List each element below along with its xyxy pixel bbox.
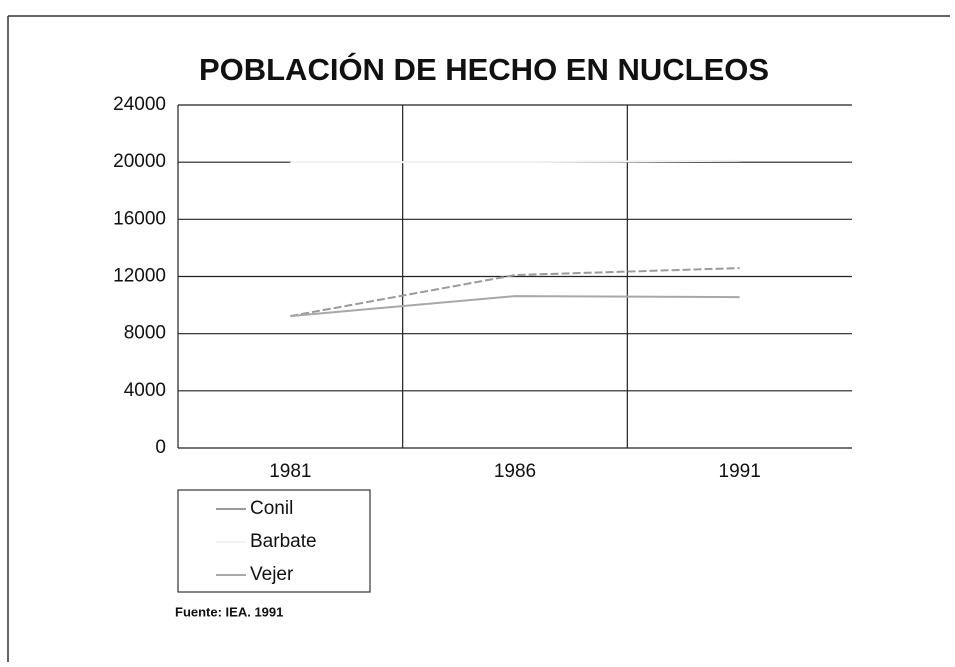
source: Fuente: IEA. 1991 (175, 604, 283, 619)
y-tick-label: 20000 (113, 151, 166, 172)
x-tick-label: 1986 (494, 461, 536, 482)
series-line (290, 159, 740, 164)
series-line (290, 267, 740, 318)
x-tick-label: 1991 (719, 461, 761, 482)
y-tick-label: 24000 (113, 94, 166, 115)
y-tick-label: 12000 (113, 266, 166, 287)
legend-label: Conil (250, 498, 293, 519)
y-tick-label: 16000 (113, 208, 166, 229)
y-tick-label: 8000 (124, 323, 166, 344)
chart-title: POBLACIÓN DE HECHO EN NUCLEOS (199, 51, 769, 87)
legend-box (177, 489, 371, 593)
y-tick-label: 0 (155, 437, 166, 458)
y-tick-label: 4000 (124, 380, 166, 401)
series-line (290, 295, 740, 318)
legend-label: Vejer (250, 564, 294, 585)
legend-label: Barbate (250, 531, 317, 552)
x-tick-label: 1981 (269, 461, 311, 482)
